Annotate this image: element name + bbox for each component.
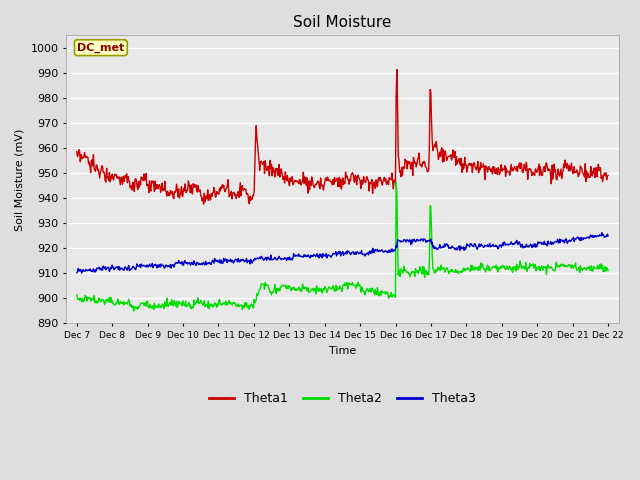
Theta2 <box>136 303 144 309</box>
Theta3 <box>78 270 86 276</box>
Theta3 <box>280 257 288 263</box>
Theta3 <box>73 270 81 276</box>
Theta1 <box>428 137 436 143</box>
Title: Soil Moisture: Soil Moisture <box>293 15 392 30</box>
Theta2 <box>130 308 138 314</box>
Theta3 <box>428 241 435 247</box>
Theta2 <box>604 268 612 274</box>
Theta2 <box>234 302 241 308</box>
Theta2 <box>392 180 400 185</box>
Theta1 <box>234 192 241 198</box>
Line: Theta2: Theta2 <box>77 182 608 311</box>
Theta3 <box>260 257 268 263</box>
X-axis label: Time: Time <box>329 346 356 356</box>
Legend: Theta1, Theta2, Theta3: Theta1, Theta2, Theta3 <box>204 387 481 410</box>
Theta1 <box>135 184 143 190</box>
Theta1 <box>393 67 401 72</box>
Theta1 <box>260 159 268 165</box>
Theta2 <box>399 269 406 275</box>
Theta3 <box>398 239 406 244</box>
Theta2 <box>73 292 81 298</box>
Theta2 <box>260 282 268 288</box>
Theta1 <box>399 173 406 179</box>
Theta3 <box>604 233 612 239</box>
Theta3 <box>234 259 241 264</box>
Theta1 <box>280 174 288 180</box>
Theta1 <box>73 149 81 155</box>
Theta2 <box>428 250 436 255</box>
Line: Theta3: Theta3 <box>77 233 608 273</box>
Theta1 <box>604 173 612 179</box>
Theta3 <box>598 230 605 236</box>
Theta2 <box>280 283 288 288</box>
Text: DC_met: DC_met <box>77 43 125 53</box>
Theta3 <box>136 262 144 268</box>
Line: Theta1: Theta1 <box>77 70 608 204</box>
Theta1 <box>200 201 207 207</box>
Y-axis label: Soil Moisture (mV): Soil Moisture (mV) <box>15 128 25 230</box>
